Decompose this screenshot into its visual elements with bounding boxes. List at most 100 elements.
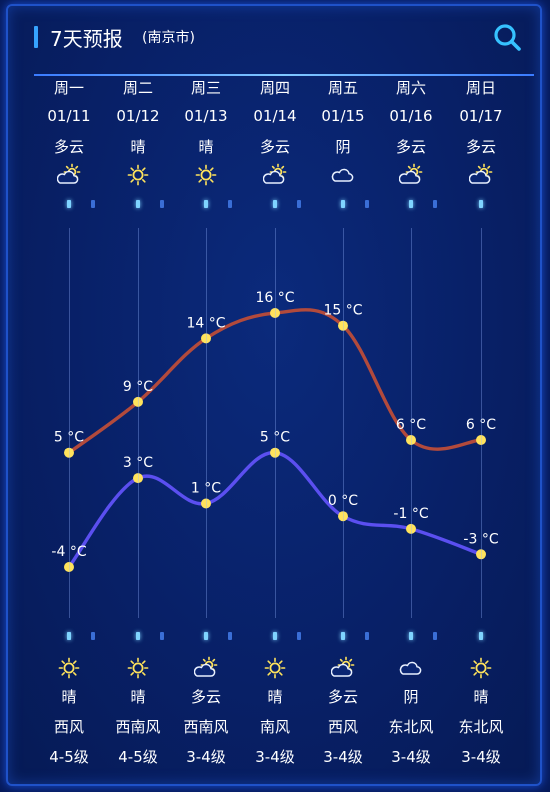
divider-dot-active — [204, 200, 208, 208]
divider-dot-active — [341, 632, 345, 640]
date-label: 01/15 — [321, 107, 365, 125]
wind-level-label: 3-4级 — [323, 748, 363, 766]
day-weather-label: 多云 — [53, 138, 84, 156]
wind-direction-label: 西风 — [327, 718, 358, 736]
divider-dot — [91, 632, 95, 640]
partly-cloudy-icon — [263, 163, 287, 184]
weekday-label: 周二 — [122, 79, 153, 97]
partly-cloudy-icon — [469, 163, 493, 184]
sun-icon — [127, 657, 149, 679]
divider-dot-active — [67, 632, 71, 640]
sun-icon — [264, 657, 286, 679]
divider-dot — [297, 632, 301, 640]
header-divider — [34, 74, 534, 76]
partly-cloudy-icon — [194, 656, 218, 677]
gridline — [411, 228, 412, 618]
date-label: 01/17 — [459, 107, 503, 125]
divider-dot — [228, 200, 232, 208]
divider-dot-active — [273, 632, 277, 640]
divider-dot-active — [136, 200, 140, 208]
divider-dot-active — [341, 200, 345, 208]
cloud-icon — [399, 661, 422, 675]
search-icon[interactable] — [492, 22, 522, 52]
divider-dot — [228, 632, 232, 640]
divider-dot — [91, 200, 95, 208]
wind-direction-label: 东北风 — [458, 718, 504, 736]
weekday-label: 周四 — [259, 79, 290, 97]
day-weather-label: 多云 — [259, 138, 290, 156]
night-weather-label: 多云 — [327, 688, 358, 706]
date-label: 01/14 — [253, 107, 297, 125]
divider-dot — [160, 632, 164, 640]
title-accent-bar — [34, 26, 38, 48]
night-weather-label: 晴 — [130, 688, 146, 706]
weekday-label: 周六 — [395, 79, 426, 97]
gridline — [275, 228, 276, 618]
night-weather-label: 晴 — [61, 688, 77, 706]
cloud-icon — [331, 168, 354, 182]
day-weather-label: 多云 — [465, 138, 496, 156]
wind-level-label: 3-4级 — [461, 748, 501, 766]
date-label: 01/13 — [184, 107, 228, 125]
day-column[interactable]: 周三 01/13 晴多云西南风 3-4级 — [171, 0, 241, 792]
weekday-label: 周五 — [327, 79, 358, 97]
day-column[interactable]: 周五 01/15 阴多云西风 3-4级 — [308, 0, 378, 792]
night-weather-label: 阴 — [403, 688, 419, 706]
divider-dot-active — [273, 200, 277, 208]
wind-direction-label: 东北风 — [388, 718, 434, 736]
sun-icon — [127, 164, 149, 186]
divider-dot-active — [409, 200, 413, 208]
sun-icon — [195, 164, 217, 186]
wind-direction-label: 南风 — [259, 718, 290, 736]
divider-dot-active — [136, 632, 140, 640]
night-weather-label: 晴 — [267, 688, 283, 706]
gridline — [481, 228, 482, 618]
divider-dot — [365, 200, 369, 208]
divider-dot-active — [409, 632, 413, 640]
partly-cloudy-icon — [57, 163, 81, 184]
wind-direction-label: 西南风 — [115, 718, 161, 736]
night-weather-label: 多云 — [190, 688, 221, 706]
wind-direction-label: 西风 — [53, 718, 84, 736]
divider-dots-top — [0, 200, 550, 208]
gridline — [343, 228, 344, 618]
gridline — [206, 228, 207, 618]
weekday-label: 周日 — [465, 79, 496, 97]
header: 7天预报 (南京市) — [22, 20, 534, 76]
divider-dot-active — [204, 632, 208, 640]
day-column[interactable]: 周四 01/14 多云晴南风 3-4级 — [240, 0, 310, 792]
wind-level-label: 3-4级 — [255, 748, 295, 766]
divider-dots-bottom — [0, 632, 550, 640]
divider-dot — [297, 200, 301, 208]
divider-dot-active — [67, 200, 71, 208]
divider-dot-active — [479, 632, 483, 640]
partly-cloudy-icon — [331, 656, 355, 677]
gridline — [138, 228, 139, 618]
gridline — [69, 228, 70, 618]
day-column[interactable]: 周六 01/16 多云阴东北风 3-4级 — [376, 0, 446, 792]
divider-dot-active — [479, 200, 483, 208]
wind-level-label: 3-4级 — [391, 748, 431, 766]
divider-dot — [433, 632, 437, 640]
date-label: 01/11 — [47, 107, 91, 125]
divider-dot — [433, 200, 437, 208]
divider-dot — [365, 632, 369, 640]
city-label: (南京市) — [142, 30, 195, 46]
day-weather-label: 晴 — [130, 138, 146, 156]
date-label: 01/12 — [116, 107, 160, 125]
divider-dot — [160, 200, 164, 208]
weekday-label: 周三 — [190, 79, 221, 97]
partly-cloudy-icon — [399, 163, 423, 184]
wind-level-label: 4-5级 — [118, 748, 158, 766]
day-weather-label: 阴 — [335, 138, 351, 156]
night-weather-label: 晴 — [473, 688, 489, 706]
day-column[interactable]: 周日 01/17 多云晴东北风 3-4级 — [446, 0, 516, 792]
day-column[interactable]: 周二 01/12 晴晴西南风 4-5级 — [103, 0, 173, 792]
day-weather-label: 晴 — [198, 138, 214, 156]
sun-icon — [58, 657, 80, 679]
page-title: 7天预报 — [50, 27, 123, 51]
wind-direction-label: 西南风 — [183, 718, 229, 736]
day-column[interactable]: 周一 01/11 多云晴西风 4-5级 — [34, 0, 104, 792]
wind-level-label: 3-4级 — [186, 748, 226, 766]
sun-icon — [470, 657, 492, 679]
